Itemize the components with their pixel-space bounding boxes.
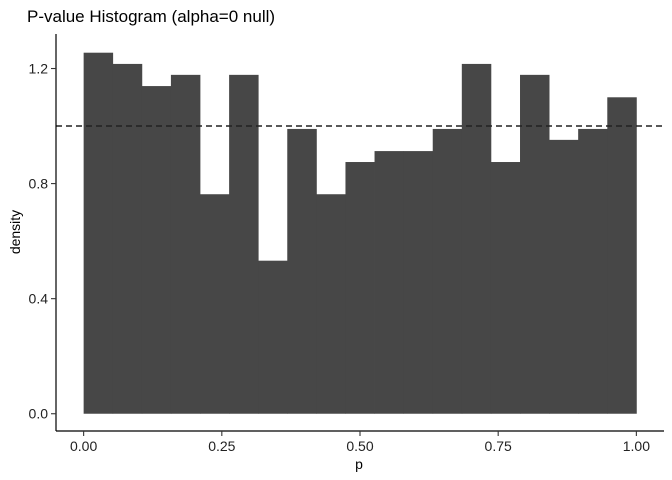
- histogram-bar: [578, 128, 608, 414]
- histogram-bar: [199, 194, 230, 414]
- y-tick-label: 0.0: [29, 406, 49, 422]
- histogram-bar: [345, 162, 375, 414]
- histogram-bar: [607, 97, 637, 414]
- x-tick-label: 0.50: [346, 438, 373, 454]
- histogram-bar: [520, 74, 550, 414]
- histogram-bar: [229, 74, 259, 414]
- x-tick-label: 0.75: [485, 438, 512, 454]
- histogram-bar: [316, 194, 346, 414]
- histogram-bar: [258, 260, 288, 414]
- histogram-bar: [112, 63, 143, 414]
- histogram-bar: [461, 63, 492, 414]
- y-tick-label: 0.8: [29, 176, 49, 192]
- histogram-bar: [141, 86, 172, 414]
- histogram-bar: [83, 52, 114, 414]
- y-tick-label: 1.2: [29, 61, 49, 77]
- x-tick-label: 1.00: [623, 438, 650, 454]
- histogram-bar: [374, 151, 405, 414]
- y-tick-label: 0.4: [29, 291, 49, 307]
- bars: [83, 52, 637, 414]
- x-tick-label: 0.00: [70, 438, 97, 454]
- chart-title: P-value Histogram (alpha=0 null): [27, 7, 275, 26]
- y-axis-label: density: [7, 210, 23, 254]
- histogram-bar: [432, 128, 463, 414]
- x-axis-label: p: [355, 456, 363, 472]
- histogram-bar: [490, 162, 521, 414]
- histogram-bar: [170, 74, 201, 414]
- histogram-bar: [549, 139, 579, 414]
- x-axis-ticks: 0.00 0.25 0.50 0.75 1.00: [70, 431, 650, 454]
- x-tick-label: 0.25: [208, 438, 235, 454]
- histogram-bar: [403, 151, 434, 414]
- y-axis-ticks: 0.0 0.4 0.8 1.2: [29, 61, 56, 422]
- histogram-bar: [287, 128, 317, 414]
